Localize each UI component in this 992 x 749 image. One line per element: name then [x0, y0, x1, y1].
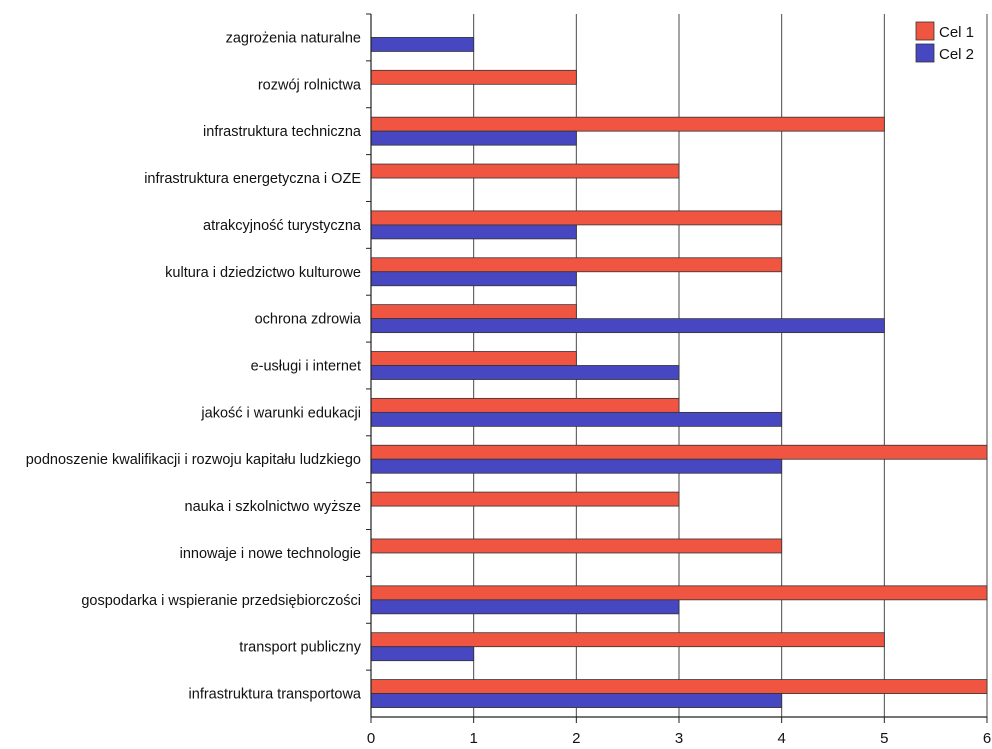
category-label: innowaje i nowe technologie [180, 546, 361, 562]
x-tick-label: 4 [777, 730, 785, 744]
category-labels: zagrożenia naturalne rozwój rolnictwa infr… [26, 30, 362, 702]
x-tick-label: 2 [572, 730, 580, 744]
bar-cel-1 [370, 538, 783, 554]
bar-cel-1 [370, 679, 988, 694]
category-label: infrastruktura techniczna [203, 124, 362, 140]
bar-cel-2 [370, 646, 475, 662]
bar-cel-2 [370, 365, 680, 380]
category-label: rozwój rolnictwa [258, 77, 362, 93]
x-tick-label: 6 [983, 730, 991, 744]
bar-cel-2 [370, 599, 680, 615]
legend-swatch [915, 43, 935, 63]
category-label: gospodarka i wspieranie przedsiębiorczoś… [81, 593, 361, 609]
bar-cel-2 [370, 130, 577, 146]
bars [370, 37, 988, 708]
legend-swatch [915, 21, 935, 41]
bar-cel-1 [370, 304, 577, 320]
bar-cel-1 [370, 585, 988, 601]
x-tick-labels: 0 1 2 3 4 5 6 [367, 730, 991, 747]
bar-cel-2 [370, 411, 783, 427]
category-label: ochrona zdrowia [255, 312, 362, 328]
category-label: nauka i szkolnictwo wyższe [185, 499, 362, 515]
bar-cel-1 [370, 210, 783, 226]
bar-cel-1 [370, 491, 680, 507]
bar-cel-1 [370, 163, 680, 179]
category-label: zagrożenia naturalne [226, 30, 361, 46]
legend: Cel 1 Cel 2 [915, 21, 974, 63]
x-tick-label: 0 [367, 730, 375, 744]
x-tick-label: 5 [880, 730, 888, 744]
legend-label: Cel 2 [939, 46, 974, 63]
bar-cel-2 [370, 271, 577, 287]
bar-cel-1 [370, 397, 680, 413]
bar-cel-1 [370, 257, 783, 273]
bar-cel-1 [370, 444, 988, 460]
category-label: infrastruktura transportowa [189, 687, 362, 703]
category-label: infrastruktura energetyczna i OZE [144, 171, 361, 187]
bar-cel-1 [370, 69, 577, 85]
bar-cel-2 [370, 224, 577, 240]
bar-cel-2 [370, 458, 783, 474]
bar-cel-2 [370, 318, 885, 334]
category-label: jakość i warunki edukacji [200, 405, 361, 421]
bar-cel-1 [370, 116, 885, 132]
category-label: e-usługi i internet [251, 359, 361, 375]
x-tick-label: 3 [675, 730, 683, 744]
category-label: kultura i dziedzictwo kulturowe [165, 265, 361, 281]
bar-cel-1 [370, 632, 885, 648]
x-tick-label: 1 [469, 730, 477, 744]
category-label: podnoszenie kwalifikacji i rozwoju kapit… [26, 452, 361, 468]
legend-label: Cel 1 [939, 24, 974, 41]
bar-cel-2 [370, 37, 475, 52]
axes [366, 13, 988, 723]
bar-cel-1 [370, 351, 577, 366]
category-label: transport publiczny [239, 640, 361, 656]
category-label: atrakcyjność turystyczna [203, 218, 362, 234]
bar-cel-2 [370, 693, 783, 708]
